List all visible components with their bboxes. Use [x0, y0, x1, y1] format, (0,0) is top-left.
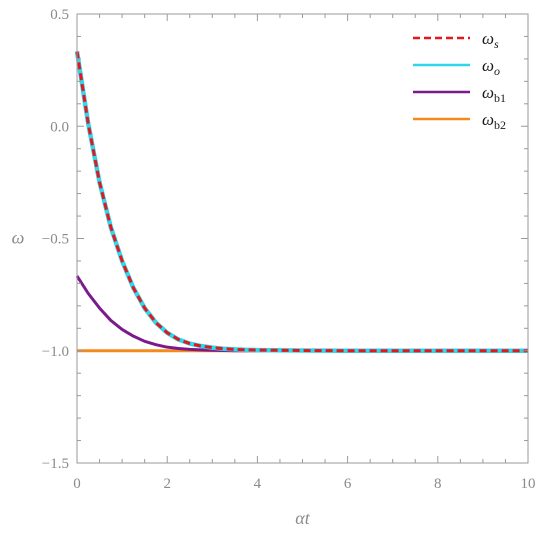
x-tick-label: 0: [73, 476, 81, 492]
plot-frame: [76, 13, 529, 464]
ticks-layer: 0 2 4 6 8 10 −1.5 −1.0 −0.5 0.0 0.5: [42, 7, 536, 492]
y-tick-label: −1.5: [42, 456, 69, 472]
series-line-s: [75, 51, 528, 353]
x-tick-label: 8: [434, 476, 442, 492]
series-line-b1: [75, 275, 528, 353]
legend-label-b1: ωb1: [482, 83, 506, 105]
legend: ωs ωo ωb1 ωb2: [413, 29, 506, 132]
y-tick-label: 0.5: [50, 7, 69, 23]
y-axis-title: ω: [12, 228, 25, 248]
x-tick-label: 10: [521, 476, 536, 492]
y-tick-label: −1.0: [42, 344, 69, 360]
series-layer: [74, 51, 528, 353]
x-tick-label: 6: [344, 476, 352, 492]
y-tick-label: −0.5: [42, 232, 69, 248]
x-tick-label: 2: [163, 476, 171, 492]
x-axis-title: αt: [295, 508, 310, 528]
x-tick-label: 4: [254, 476, 262, 492]
legend-label-s: ωs: [482, 29, 499, 51]
y-tick-label: 0.0: [50, 119, 69, 135]
legend-label-o: ωo: [482, 56, 500, 78]
legend-label-b2: ωb2: [482, 110, 506, 132]
